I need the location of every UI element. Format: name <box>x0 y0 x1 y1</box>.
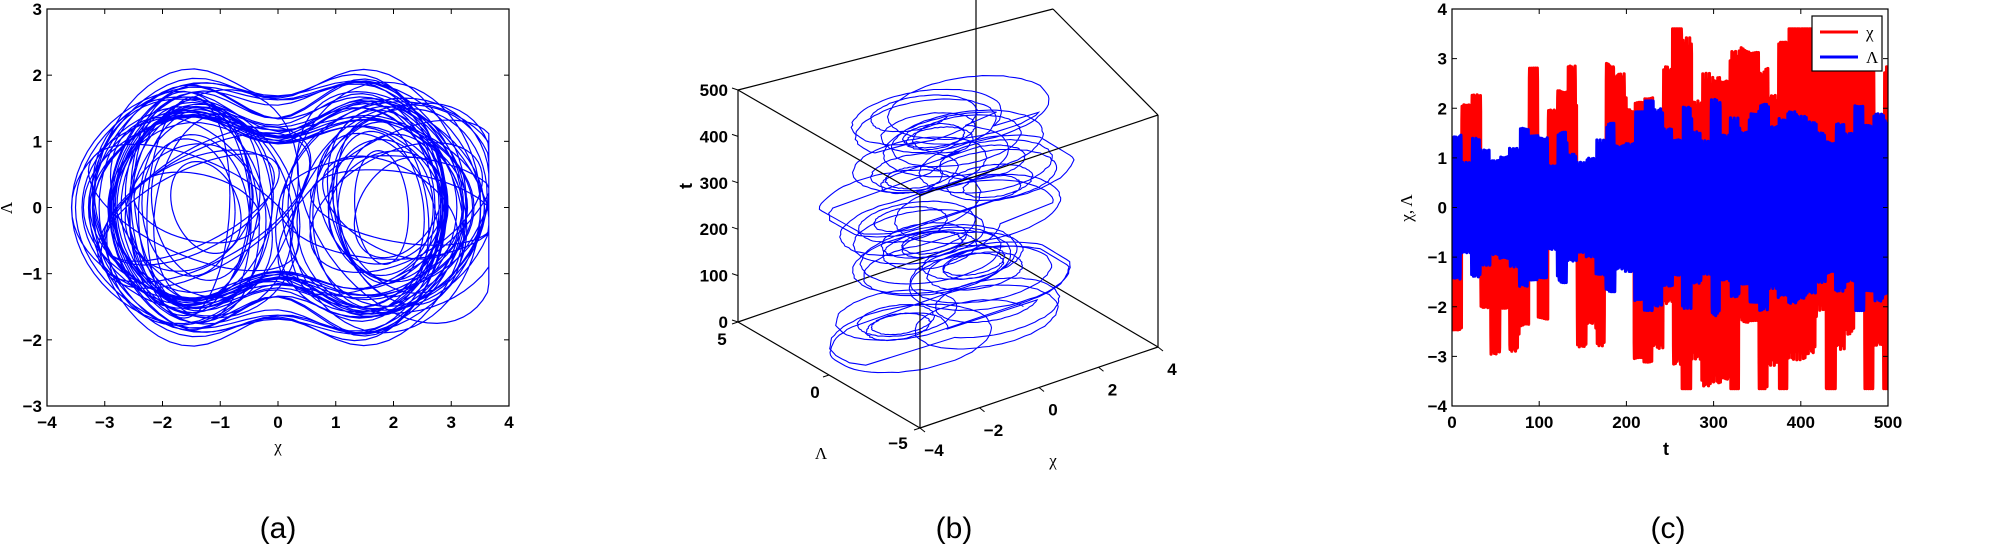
x-tick-label: 300 <box>1699 413 1727 432</box>
y-tick-label: −5 <box>888 434 907 453</box>
phase-portrait-trajectory <box>70 68 490 347</box>
trajectory-path <box>818 75 1075 374</box>
y-tick-label: 0 <box>1438 199 1447 218</box>
panel-caption: (a) <box>260 512 297 545</box>
axes-box-3d-front <box>737 89 1159 429</box>
panel-c: 0 100 200 300 400 500 −4 −3 −2 −1 0 1 2 3 4 χ Λ t χ, Λ… <box>1397 0 1902 545</box>
x-axis-label: χ <box>1048 451 1057 470</box>
x-tick-label: −4 <box>924 441 944 460</box>
lambda-series-line <box>1452 97 1888 318</box>
x-tick-label: 200 <box>1612 413 1640 432</box>
y-axis-label: χ, Λ <box>1397 194 1416 223</box>
trajectory-path <box>70 68 490 347</box>
y-tick-label: 1 <box>1438 149 1447 168</box>
x-tick-label: 1 <box>331 413 340 432</box>
y-tick-label: −1 <box>23 265 42 284</box>
x-tick-label: 400 <box>1787 413 1815 432</box>
z-tick-label: 200 <box>700 220 728 239</box>
legend: χ Λ <box>1811 15 1883 72</box>
3d-trajectory <box>818 75 1075 374</box>
x-tick-label: 500 <box>1874 413 1902 432</box>
x-tick-label: 0 <box>273 413 282 432</box>
x-axis-label: t <box>1663 439 1669 459</box>
y-tick-label: 0 <box>33 199 42 218</box>
y-tick-label: 2 <box>33 66 42 85</box>
y-tick-label: 1 <box>33 132 42 151</box>
axis-ticks: 0 100 200 300 400 500 −4 −3 −2 −1 0 1 2 3 4 <box>1428 0 1903 432</box>
x-tick-label: 4 <box>1167 360 1177 379</box>
legend-lambda-label: Λ <box>1866 48 1879 67</box>
x-tick-label: 3 <box>447 413 456 432</box>
y-tick-label: 2 <box>1438 99 1447 118</box>
x-tick-label: 0 <box>1048 401 1057 420</box>
y-tick-label: −2 <box>23 331 42 350</box>
z-tick-label: 300 <box>700 174 728 193</box>
x-tick-label: −2 <box>984 421 1003 440</box>
y-tick-label: −2 <box>1428 298 1447 317</box>
x-tick-label: 100 <box>1525 413 1553 432</box>
axes-box-3d <box>737 0 1159 348</box>
legend-chi-label: χ <box>1865 23 1874 42</box>
panel-caption: (b) <box>936 512 973 545</box>
y-tick-label: 0 <box>810 383 819 402</box>
legend-box <box>1811 15 1883 72</box>
x-tick-label: 2 <box>1108 380 1117 399</box>
y-tick-label: 3 <box>33 0 42 19</box>
z-tick-label: 500 <box>700 81 728 100</box>
panel-caption: (c) <box>1651 512 1686 545</box>
x-tick-label: 4 <box>504 413 514 432</box>
x-axis-label: χ <box>273 437 282 456</box>
x-tick-label: −4 <box>37 413 57 432</box>
x-tick-label: 2 <box>389 413 398 432</box>
z-tick-label: 0 <box>719 313 728 332</box>
y-axis-label: Λ <box>815 444 828 463</box>
y-tick-label: 5 <box>717 330 726 349</box>
y-tick-label: −3 <box>23 397 42 416</box>
y-tick-label: −1 <box>1428 248 1447 267</box>
x-tick-label: −1 <box>211 413 230 432</box>
x-tick-label: −3 <box>95 413 114 432</box>
y-tick-label: −3 <box>1428 347 1447 366</box>
z-tick-label: 100 <box>700 267 728 286</box>
y-tick-label: −4 <box>1428 397 1448 416</box>
y-axis-label: Λ <box>0 201 16 214</box>
z-axis-label: t <box>676 183 696 189</box>
x-tick-label: −2 <box>153 413 172 432</box>
y-tick-label: 3 <box>1438 50 1447 69</box>
x-tick-label: 0 <box>1447 413 1456 432</box>
z-tick-label: 400 <box>700 127 728 146</box>
y-tick-label: 4 <box>1438 0 1448 19</box>
